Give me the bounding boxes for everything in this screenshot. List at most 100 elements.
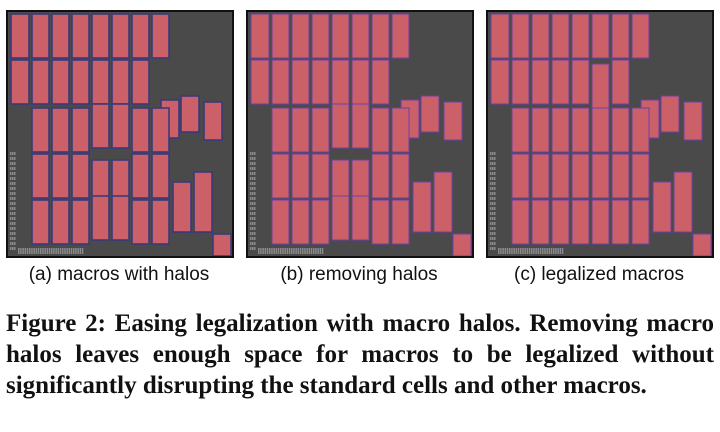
standard-cell [269,248,271,254]
standard-cell [12,237,14,240]
macro-block [291,199,310,245]
macro-block [611,199,630,245]
standard-cell [64,248,66,254]
macro-block [571,107,590,153]
macro-block [71,107,90,153]
standard-cell [537,248,540,254]
standard-cell [252,182,254,185]
standard-cell [10,192,12,195]
standard-cell [14,192,16,195]
standard-cell [258,248,260,254]
standard-cell [12,172,14,175]
standard-cell [517,248,520,254]
standard-cell [14,187,16,190]
standard-cell [509,248,511,254]
standard-cell [250,152,252,155]
macro-block [31,59,50,105]
macro-block [172,181,192,233]
standard-cell [492,222,494,225]
standard-cell [494,242,496,245]
standard-cell [250,167,252,170]
standard-cell [10,237,12,240]
macro-block [51,153,70,199]
macro-block [151,153,170,199]
standard-cell [494,202,496,205]
macro-block [490,13,510,59]
standard-cell [252,242,254,245]
standard-cell [14,197,16,200]
standard-cell [310,248,313,254]
standard-cell [24,248,27,254]
standard-cell [14,162,16,165]
macro-block [631,153,650,199]
standard-cell [254,242,256,245]
standard-cell [280,248,282,254]
macro-block [212,233,232,256]
standard-cell [492,177,494,180]
standard-cell [12,242,14,245]
standard-cell [542,248,544,254]
standard-cell [275,248,278,254]
macro-block [31,199,50,245]
standard-cell [10,242,12,245]
standard-cell [490,172,492,175]
standard-cell [14,242,16,245]
macro-block [351,13,370,59]
standard-cell [273,248,275,254]
standard-cell [252,212,254,215]
standard-cell [254,212,256,215]
macro-block [412,181,432,233]
macro-block [51,59,70,105]
standard-cell [490,242,492,245]
standard-cell [12,157,14,160]
standard-cell [492,192,494,195]
standard-cell [12,222,14,225]
standard-cell [254,167,256,170]
standard-cell [10,187,12,190]
macro-block [71,59,90,105]
standard-cell [492,202,494,205]
standard-cell [544,248,546,254]
standard-cell [504,248,507,254]
standard-cell [492,232,494,235]
standard-cell [14,202,16,205]
standard-cell [250,247,252,250]
standard-cell [559,248,562,254]
standard-cell [282,248,284,254]
standard-cell [262,248,264,254]
standard-cell [14,172,16,175]
standard-cell [557,248,559,254]
macro-block [131,59,150,105]
standard-cell [494,167,496,170]
standard-cell [490,162,492,165]
macro-block [250,59,270,105]
standard-cell [492,197,494,200]
standard-cell [317,248,319,254]
macro-block [611,153,630,199]
standard-cell [14,222,16,225]
standard-cell [561,248,564,254]
standard-cell [490,202,492,205]
subfigure-caption-a: (a) macros with halos [28,264,210,285]
macro-block [10,13,30,59]
standard-cell [75,248,77,254]
standard-cell [250,222,252,225]
standard-cell [306,248,308,254]
standard-cell [492,172,494,175]
macro-block [193,171,213,233]
standard-cell [546,248,548,254]
macro-block [71,199,90,245]
macro-block [131,153,150,199]
macro-block [131,107,150,153]
macro-block [531,153,550,199]
standard-cell [490,182,492,185]
standard-cell [12,227,14,230]
standard-cell [29,248,31,254]
standard-cell [14,207,16,210]
macro-block [683,101,703,141]
standard-cell [10,222,12,225]
standard-cell [490,187,492,190]
macro-block [331,195,350,241]
standard-cell [68,248,71,254]
standard-cell [10,172,12,175]
